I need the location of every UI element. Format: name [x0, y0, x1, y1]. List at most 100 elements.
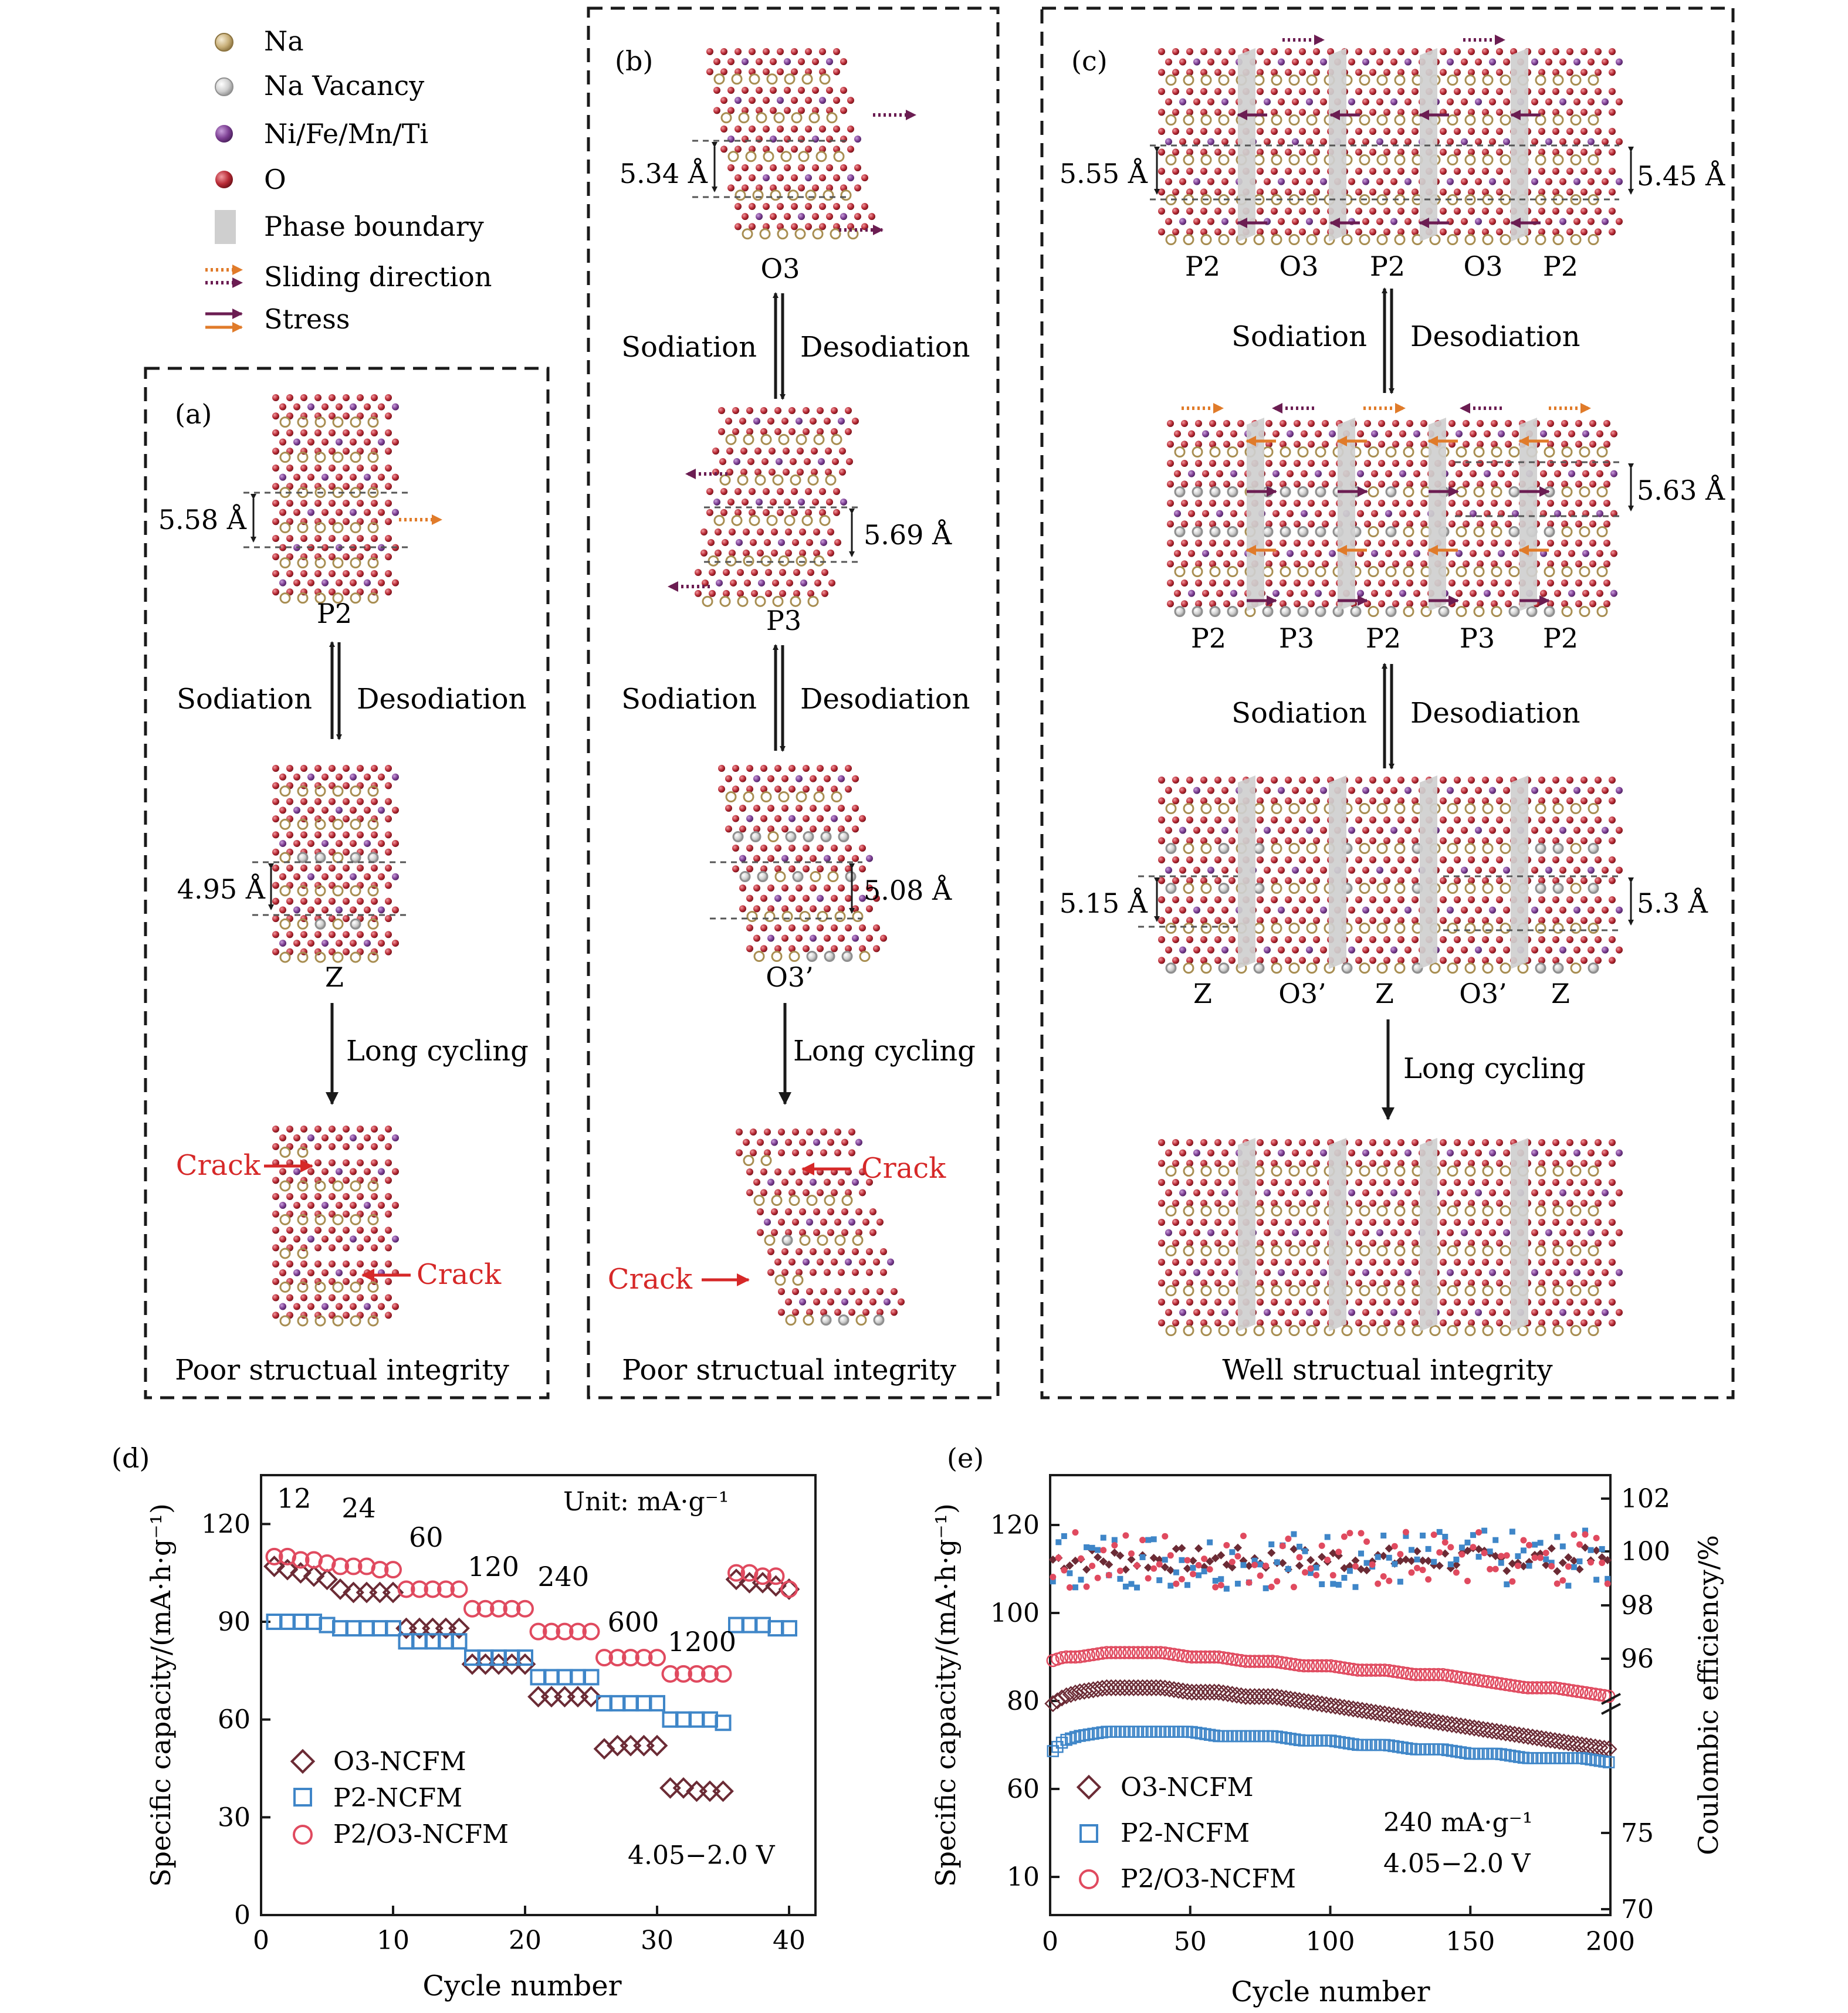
o-atom [1158, 1219, 1165, 1226]
o-atom [1200, 188, 1207, 196]
na-atom [1253, 1324, 1265, 1336]
o-atom [1214, 148, 1221, 156]
o-atom [1257, 1139, 1264, 1146]
o-atom [783, 448, 790, 455]
o-atom [1292, 1269, 1299, 1276]
na-atom [1165, 802, 1177, 814]
na-atom [1200, 802, 1212, 814]
o-atom [385, 1210, 392, 1218]
na-atom [1579, 526, 1590, 537]
o-atom [1278, 1229, 1285, 1236]
o-atom [1299, 797, 1306, 805]
na-atom [1544, 446, 1555, 458]
efficiency-point [1576, 1541, 1583, 1548]
na-atom [1579, 486, 1590, 497]
o-atom [819, 48, 826, 55]
o-atom [1200, 228, 1207, 236]
o-atom [329, 1260, 336, 1268]
o-atom [1207, 906, 1214, 914]
o-atom [1348, 1269, 1355, 1276]
o-atom [1595, 208, 1602, 215]
o-atom [811, 448, 818, 455]
crack-label: Crack [861, 1152, 946, 1185]
o-atom [845, 407, 852, 414]
o-atom [1573, 138, 1580, 145]
o-atom [1228, 48, 1236, 55]
o-atom [286, 394, 293, 401]
o-atom [1264, 906, 1271, 914]
o-atom [1355, 936, 1362, 943]
na-atom [1183, 1165, 1194, 1177]
o-atom [385, 848, 392, 856]
data-point [358, 1557, 375, 1575]
o-atom [1447, 98, 1454, 106]
o-atom [1538, 877, 1545, 884]
o-atom [781, 934, 788, 942]
na-atom [367, 452, 379, 463]
data-point [516, 1599, 534, 1618]
na-atom [827, 870, 839, 882]
efficiency-point [1313, 1564, 1319, 1571]
o-atom [806, 538, 813, 546]
data-point [279, 1614, 296, 1630]
o-atom [1257, 936, 1264, 943]
y2-tick-label: 102 [1621, 1484, 1670, 1514]
efficiency-point [1083, 1583, 1090, 1590]
o-atom [1369, 777, 1376, 784]
data-point [292, 1614, 309, 1630]
capacity-point [1382, 1664, 1396, 1678]
o-atom [1603, 500, 1610, 507]
o-atom [746, 845, 753, 852]
efficiency-point [1139, 1537, 1146, 1544]
phase-label: P2 [1185, 250, 1220, 282]
o-atom [307, 940, 314, 947]
o-atom [1547, 540, 1554, 547]
o-atom [1228, 1219, 1236, 1226]
o-atom [1566, 1139, 1573, 1146]
efficiency-point [1095, 1547, 1101, 1553]
o-atom [1580, 1299, 1588, 1306]
na-atom [297, 1180, 309, 1192]
o-atom [357, 465, 364, 472]
na-atom [1403, 446, 1414, 458]
o-atom [1186, 797, 1193, 805]
o-atom [1362, 1229, 1369, 1236]
o-atom [1531, 826, 1538, 834]
na-atom [725, 555, 737, 567]
o-atom [1503, 98, 1510, 106]
phase-label: P2 [1366, 622, 1401, 654]
na-atom [1376, 154, 1388, 165]
o-atom [329, 897, 336, 905]
na-atom [1218, 802, 1230, 814]
phase-label: O3’ [1459, 978, 1507, 1009]
o-atom [1538, 1299, 1545, 1306]
o-atom [1595, 1139, 1602, 1146]
o-atom [1559, 787, 1566, 794]
o-atom [385, 882, 392, 889]
na-atom [1183, 802, 1194, 814]
o-atom [1491, 500, 1498, 507]
o-atom [1364, 560, 1371, 568]
na-vacancy-atom [1218, 882, 1230, 894]
o-atom [1228, 148, 1236, 156]
o-atom [1313, 48, 1320, 55]
o-atom [749, 203, 756, 210]
o-atom [371, 1244, 378, 1252]
tm-atom [1376, 138, 1383, 145]
o-atom [1306, 58, 1313, 66]
o-atom [314, 798, 321, 805]
o-atom [763, 509, 770, 516]
na-atom [1464, 1285, 1476, 1296]
o-atom [1179, 866, 1186, 874]
o-atom [1228, 128, 1236, 135]
o-atom [880, 1248, 887, 1255]
o-atom [1257, 797, 1264, 805]
o-atom [1503, 826, 1510, 834]
o-atom [840, 107, 847, 114]
o-atom [859, 845, 866, 852]
o-atom [272, 500, 279, 507]
na-atom [1376, 1285, 1388, 1296]
na-atom [805, 189, 817, 201]
data-point [356, 1581, 378, 1604]
o-atom [1280, 600, 1287, 608]
